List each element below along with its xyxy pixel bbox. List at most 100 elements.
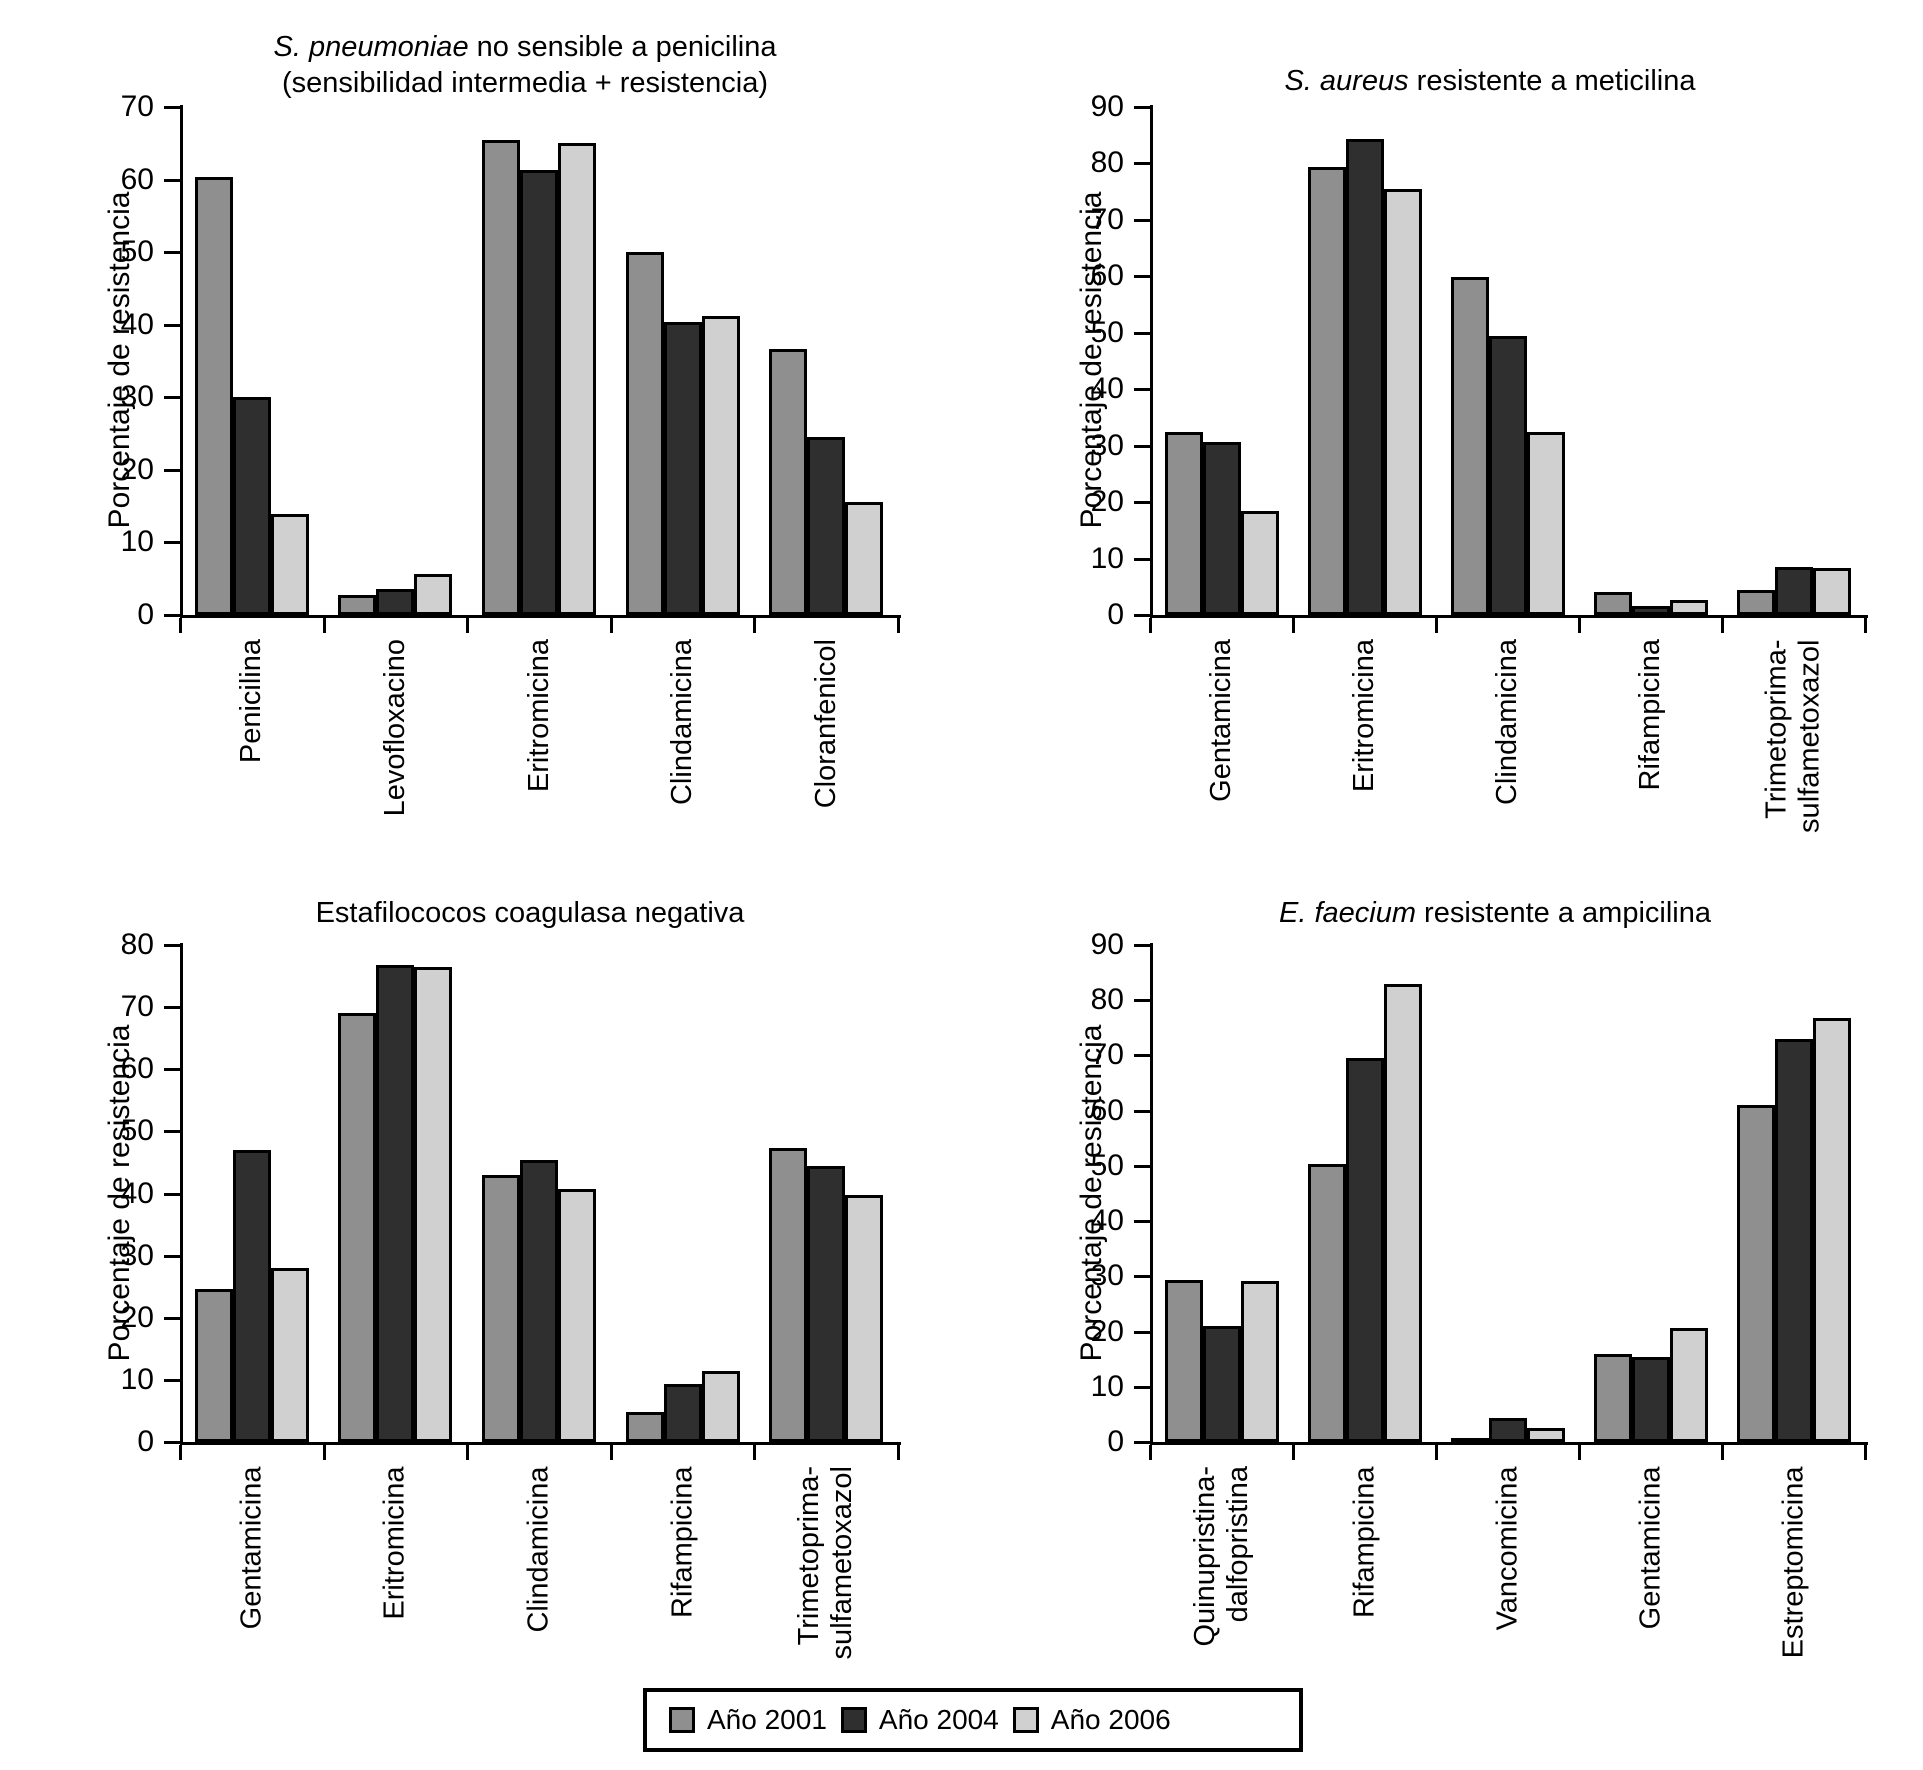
y-tick-label: 30 xyxy=(1090,428,1124,462)
x-category-label: Levofloxacino xyxy=(379,639,412,884)
y-axis-label: Porcentaje de resistencia xyxy=(1075,1024,1108,1361)
bar-año-2001 xyxy=(1450,277,1489,615)
y-tick-mark xyxy=(164,323,180,327)
x-category-label-line: Quinupristina- xyxy=(1188,1466,1221,1647)
bar-año-2004 xyxy=(520,1159,558,1442)
y-tick-label: 10 xyxy=(120,525,154,559)
y-tick-label: 40 xyxy=(120,307,154,341)
y-tick-label: 40 xyxy=(1090,372,1124,406)
x-category-label-line: Clindamicina xyxy=(522,1466,555,1633)
bar-año-2006 xyxy=(270,514,309,615)
bar-año-2006 xyxy=(414,967,453,1442)
x-tick-mark xyxy=(1721,618,1724,633)
x-category-label: Gentamicina xyxy=(235,1466,268,1676)
bar-año-2001 xyxy=(1736,1105,1775,1442)
y-tick-mark xyxy=(1134,444,1150,448)
x-category-label-line: Clindamicina xyxy=(1491,639,1523,806)
y-tick-mark xyxy=(164,1316,180,1320)
title-species-italic: E. faecium xyxy=(1279,897,1416,929)
y-tick-label: 20 xyxy=(120,1300,154,1334)
y-tick-label: 10 xyxy=(120,1362,154,1396)
x-tick-mark xyxy=(322,1445,326,1460)
title-species-italic: S. pneumoniae xyxy=(273,31,469,63)
x-tick-mark xyxy=(897,618,900,633)
bar-año-2006 xyxy=(1812,1018,1851,1442)
x-category-label-line: sulfametoxazol xyxy=(1793,639,1826,833)
y-axis-label: Porcentaje de resistencia xyxy=(1075,191,1108,529)
title-text: Estafilococos coagulasa negativa xyxy=(315,897,745,929)
bar-año-2001 xyxy=(1593,592,1632,615)
y-tick-mark xyxy=(1134,1275,1150,1279)
bar-año-2004 xyxy=(807,437,846,615)
y-tick-label: 60 xyxy=(120,162,154,196)
bar-año-2006 xyxy=(558,1189,596,1442)
x-axis-line xyxy=(1150,1442,1868,1445)
y-axis-line xyxy=(180,105,183,618)
y-tick-label: 70 xyxy=(1090,202,1124,236)
legend-label-2004: Año 2004 xyxy=(878,1704,999,1735)
x-tick-mark xyxy=(1149,618,1152,633)
bar-año-2006 xyxy=(1383,188,1422,615)
y-tick-label: 30 xyxy=(120,380,154,414)
y-tick-mark xyxy=(164,1192,180,1196)
bar-año-2001 xyxy=(194,1289,233,1442)
x-category-label-line: Estreptomicina xyxy=(1777,1466,1809,1658)
bar-año-2004 xyxy=(807,1165,846,1442)
chart-title-line: S. pneumoniae no sensible a penicilina xyxy=(75,30,975,64)
legend-swatch-2006 xyxy=(1012,1707,1039,1733)
x-category-label: Trimetoprima-sulfametoxazol xyxy=(793,1466,859,1676)
bar-año-2006 xyxy=(1240,510,1279,615)
x-category-label-line: Eritromicina xyxy=(1348,639,1380,793)
x-category-label: Estreptomicina xyxy=(1777,1466,1810,1676)
y-tick-label: 70 xyxy=(120,90,154,123)
bar-año-2004 xyxy=(1488,335,1527,615)
y-tick-mark xyxy=(164,468,180,472)
chart-title-line: Estafilococos coagulasa negativa xyxy=(80,896,980,930)
x-category-label-line: Trimetoprima- xyxy=(1760,639,1793,819)
bar-año-2001 xyxy=(1450,1438,1489,1444)
bar-año-2004 xyxy=(520,170,558,615)
y-tick-label: 0 xyxy=(137,598,154,631)
x-category-label: Clindamicina xyxy=(1491,639,1524,884)
x-tick-mark xyxy=(897,1445,900,1460)
y-tick-label: 70 xyxy=(1090,1038,1124,1072)
x-category-label: Clindamicina xyxy=(666,639,699,884)
y-tick-mark xyxy=(164,1130,180,1134)
y-tick-label: 20 xyxy=(1090,1314,1124,1348)
chart-title-line: (sensibilidad intermedia + resistencia) xyxy=(75,66,975,100)
legend-label-2006: Año 2006 xyxy=(1050,1704,1171,1735)
x-category-label-line: Eritromicina xyxy=(522,639,555,793)
y-tick-label: 80 xyxy=(120,928,154,961)
y-tick-mark xyxy=(1134,999,1150,1003)
bar-año-2001 xyxy=(482,1175,520,1442)
y-axis-line xyxy=(1150,943,1153,1445)
bar-año-2001 xyxy=(625,1411,664,1442)
bar-año-2004 xyxy=(1345,1058,1384,1442)
y-tick-label: 0 xyxy=(1107,1425,1124,1458)
title-species-italic: S. aureus xyxy=(1284,65,1409,97)
y-tick-mark xyxy=(1134,218,1150,222)
bar-año-2004 xyxy=(232,1150,271,1442)
x-tick-mark xyxy=(1578,618,1581,633)
x-category-label-line: Rifampicina xyxy=(666,1466,699,1618)
y-tick-mark xyxy=(1134,1164,1150,1168)
y-tick-label: 0 xyxy=(1107,598,1124,631)
x-category-label: Gentamicina xyxy=(1205,639,1238,884)
bar-año-2006 xyxy=(1812,567,1851,615)
x-category-label-line: Gentamicina xyxy=(1634,1466,1666,1629)
y-tick-mark xyxy=(164,1006,180,1010)
title-text: no sensible a penicilina xyxy=(468,31,777,63)
x-category-label: Trimetoprima-sulfametoxazol xyxy=(1761,639,1827,884)
bar-año-2004 xyxy=(1345,139,1384,615)
y-tick-mark xyxy=(1134,388,1150,392)
y-tick-label: 20 xyxy=(120,452,154,486)
x-category-label-line: Cloranfenicol xyxy=(809,639,842,809)
y-tick-label: 70 xyxy=(120,990,154,1024)
bar-año-2001 xyxy=(1307,1163,1346,1442)
y-axis-line xyxy=(1150,105,1153,618)
x-category-label: Quinupristina-dalfopristina xyxy=(1189,1466,1255,1676)
bar-año-2001 xyxy=(482,139,520,615)
y-tick-label: 40 xyxy=(120,1176,154,1210)
x-tick-mark xyxy=(753,1445,757,1460)
x-tick-mark xyxy=(179,1445,182,1460)
